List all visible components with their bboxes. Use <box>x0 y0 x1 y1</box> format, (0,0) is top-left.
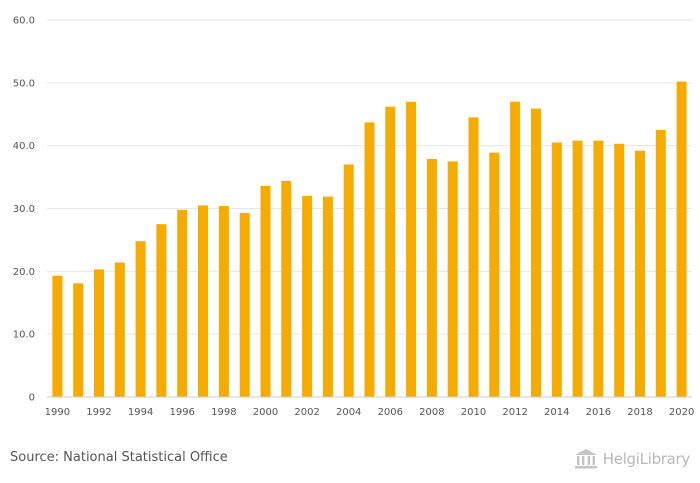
bar-1992[interactable] <box>94 269 104 397</box>
bar-2019[interactable] <box>655 130 666 397</box>
bar-2004[interactable] <box>343 164 354 398</box>
x-tick-label: 2016 <box>586 407 611 418</box>
y-tick-label: 30.0 <box>13 204 35 215</box>
brand-logo[interactable]: HelgiLibrary <box>573 448 690 470</box>
x-tick-label: 1992 <box>86 407 111 418</box>
bar-1999[interactable] <box>239 212 250 397</box>
bar-2001[interactable] <box>281 180 292 397</box>
bar-2010[interactable] <box>468 117 479 398</box>
bar-1994[interactable] <box>135 241 146 397</box>
bar-1995[interactable] <box>156 224 167 397</box>
bar-1991[interactable] <box>73 283 84 397</box>
bar-2000[interactable] <box>260 185 271 397</box>
bar-2020[interactable] <box>676 81 687 397</box>
x-tick-label: 2008 <box>419 407 444 418</box>
bar-2003[interactable] <box>322 196 333 397</box>
bar-2009[interactable] <box>447 161 458 397</box>
x-tick-label: 2004 <box>336 407 361 418</box>
y-tick-label: 50.0 <box>13 78 35 89</box>
y-axis-tick-labels: 0 10.0 20.0 30.0 40.0 50.0 60.0 <box>13 16 35 404</box>
x-tick-label: 2006 <box>378 407 403 418</box>
bar-2018[interactable] <box>635 150 645 397</box>
brand-name: HelgiLibrary <box>602 450 691 468</box>
footer: Source: National Statistical Office Helg… <box>0 440 700 483</box>
bar-2012[interactable] <box>510 101 521 397</box>
y-tick-label: 40.0 <box>13 141 35 152</box>
bar-1997[interactable] <box>198 205 208 397</box>
bar-1996[interactable] <box>177 209 188 397</box>
library-building-icon <box>574 449 597 469</box>
x-tick-label: 2010 <box>461 407 486 418</box>
x-tick-label: 2020 <box>669 407 694 418</box>
y-tick-label: 20.0 <box>13 267 35 278</box>
bar-2013[interactable] <box>531 108 541 397</box>
bar-2007[interactable] <box>406 101 417 397</box>
x-tick-label: 1994 <box>128 407 153 418</box>
bar-2014[interactable] <box>551 142 562 398</box>
bar-chart: 010.020.030.040.050.060.0 1990 1992 1994 19… <box>13 16 695 419</box>
bar-2015[interactable] <box>572 140 583 397</box>
x-tick-label: 1996 <box>169 407 194 418</box>
x-tick-label: 2014 <box>544 407 569 418</box>
x-tick-label: 2002 <box>294 407 319 418</box>
bar-1990[interactable] <box>52 275 63 397</box>
bar-2002[interactable] <box>302 195 313 397</box>
x-tick-label: 2000 <box>253 407 278 418</box>
x-tick-label: 1990 <box>45 407 70 418</box>
y-tick-label: 10.0 <box>13 330 35 341</box>
x-tick-label: 2018 <box>627 407 652 418</box>
y-tick-label: 60.0 <box>13 16 35 27</box>
source-note: Source: National Statistical Office <box>10 450 228 465</box>
bars <box>52 81 687 398</box>
chart-area: 0 10.0 20.0 30.0 40.0 50.0 60.0 1990 1992 1994 19… <box>13 16 695 419</box>
bar-1993[interactable] <box>114 262 125 398</box>
bar-2005[interactable] <box>364 122 375 398</box>
bar-2011[interactable] <box>489 152 500 397</box>
bar-2017[interactable] <box>614 143 625 397</box>
x-axis-tick-labels: 1990 1992 1994 1996 1998 2000 2002 2004 2006 2008… <box>45 407 695 418</box>
bar-2016[interactable] <box>593 140 604 397</box>
bar-2006[interactable] <box>385 106 396 397</box>
y-tick-label: 0 <box>29 393 35 404</box>
x-tick-label: 1998 <box>211 407 236 418</box>
bar-1998[interactable] <box>218 206 229 397</box>
x-tick-label: 2012 <box>502 407 527 418</box>
bar-2008[interactable] <box>426 158 437 397</box>
